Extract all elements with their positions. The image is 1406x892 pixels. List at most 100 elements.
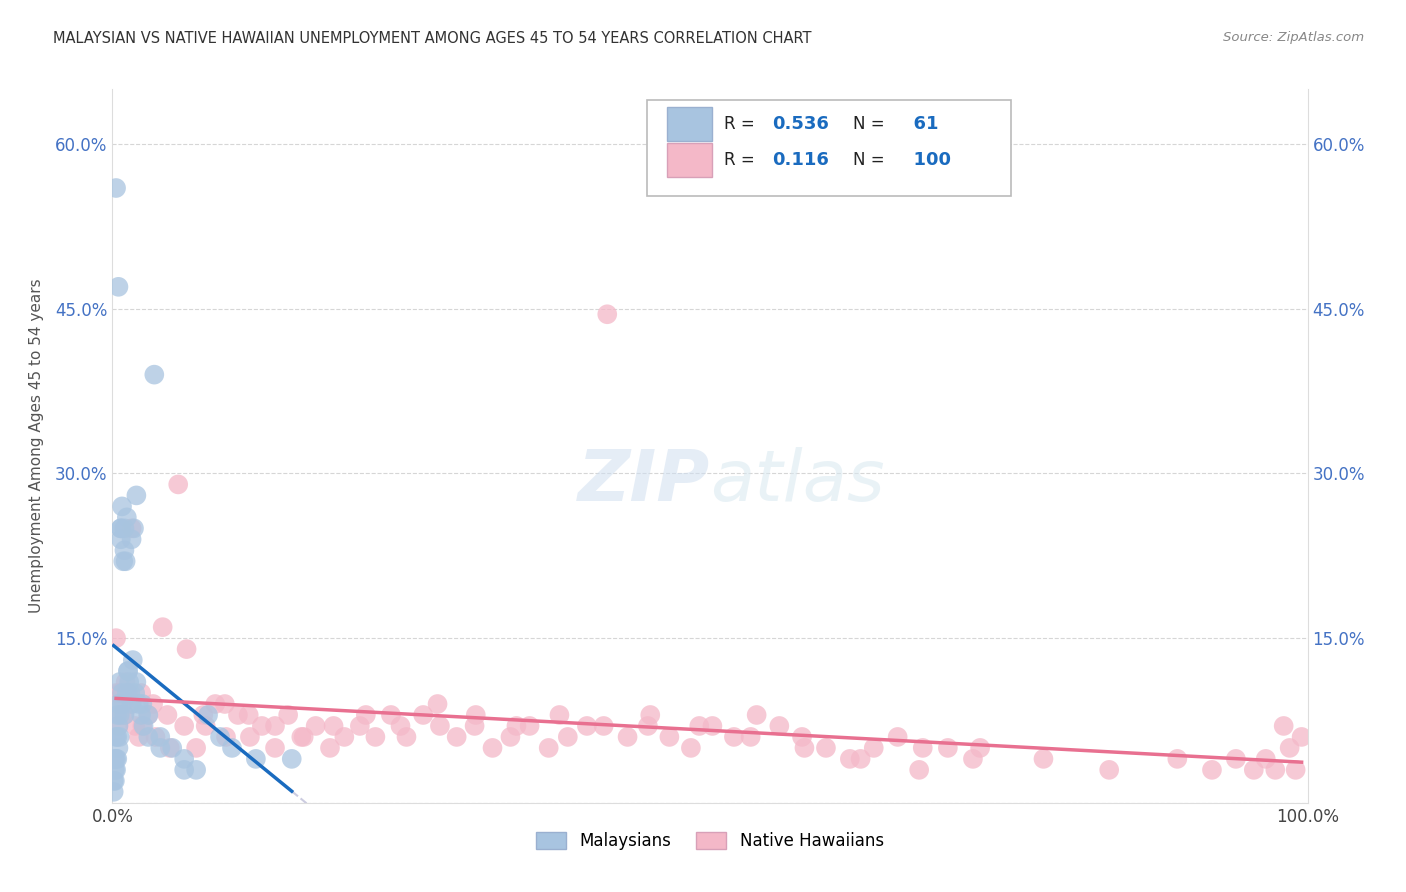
Point: [688, 719, 710, 733]
Point: [162, 740, 183, 755]
Point: [862, 740, 884, 755]
Point: [319, 740, 342, 755]
Point: [412, 708, 434, 723]
Point: [112, 697, 135, 711]
Point: [108, 675, 131, 690]
Point: [908, 763, 931, 777]
Point: [1264, 763, 1286, 777]
Point: [548, 708, 571, 723]
Point: [132, 719, 155, 733]
Point: [1201, 763, 1223, 777]
Text: R =: R =: [724, 151, 761, 169]
Point: [838, 752, 860, 766]
Point: [131, 719, 153, 733]
Text: R =: R =: [724, 115, 761, 133]
Point: [814, 740, 837, 755]
Point: [111, 697, 134, 711]
Point: [129, 686, 152, 700]
Point: [176, 642, 198, 657]
Point: [104, 763, 127, 777]
Point: [152, 620, 174, 634]
Point: [969, 740, 991, 755]
Point: [575, 719, 598, 733]
Point: [131, 697, 153, 711]
Point: [117, 664, 139, 678]
Point: [173, 763, 195, 777]
Point: [125, 675, 148, 690]
Point: [637, 719, 659, 733]
Point: [138, 708, 160, 723]
Point: [277, 708, 299, 723]
Point: [129, 708, 152, 723]
Point: [107, 719, 129, 733]
Point: [505, 719, 527, 733]
Point: [557, 730, 579, 744]
Point: [1032, 752, 1054, 766]
Point: [519, 719, 541, 733]
Point: [592, 719, 614, 733]
Point: [173, 752, 195, 766]
Text: N =: N =: [853, 151, 890, 169]
Point: [121, 697, 143, 711]
Point: [250, 719, 273, 733]
Point: [105, 181, 128, 195]
Point: [745, 708, 768, 723]
Point: [962, 752, 984, 766]
Point: [768, 719, 790, 733]
Point: [112, 554, 135, 568]
Point: [142, 697, 165, 711]
Point: [117, 664, 139, 678]
Point: [110, 708, 132, 723]
Point: [107, 280, 129, 294]
Point: [120, 686, 142, 700]
Point: [292, 730, 315, 744]
Point: [111, 686, 134, 700]
Point: [464, 719, 486, 733]
Point: [264, 719, 287, 733]
Text: 61: 61: [901, 115, 939, 133]
Point: [426, 697, 449, 711]
Point: [143, 368, 166, 382]
FancyBboxPatch shape: [647, 100, 1011, 196]
Point: [117, 686, 139, 700]
Point: [105, 763, 128, 777]
Point: [121, 533, 143, 547]
Point: [238, 708, 260, 723]
FancyBboxPatch shape: [666, 107, 713, 141]
Point: [108, 730, 131, 744]
Point: [111, 500, 134, 514]
Point: [114, 708, 135, 723]
Point: [290, 730, 312, 744]
Point: [723, 730, 745, 744]
Point: [193, 708, 215, 723]
Point: [186, 740, 208, 755]
Text: MALAYSIAN VS NATIVE HAWAIIAN UNEMPLOYMENT AMONG AGES 45 TO 54 YEARS CORRELATION : MALAYSIAN VS NATIVE HAWAIIAN UNEMPLOYMEN…: [53, 31, 811, 46]
Point: [114, 675, 136, 690]
Point: [105, 730, 128, 744]
Point: [239, 730, 262, 744]
Point: [114, 554, 136, 568]
Point: [849, 752, 872, 766]
Point: [936, 740, 959, 755]
Point: [194, 719, 217, 733]
Point: [1166, 752, 1188, 766]
Point: [121, 697, 143, 711]
Point: [107, 719, 129, 733]
Point: [138, 708, 160, 723]
Point: [616, 730, 638, 744]
Point: [596, 307, 619, 321]
Point: [354, 708, 377, 723]
Point: [204, 697, 226, 711]
Point: [446, 730, 468, 744]
Point: [740, 730, 762, 744]
Point: [886, 730, 908, 744]
Point: [114, 543, 135, 558]
Point: [1098, 763, 1121, 777]
Point: [333, 730, 356, 744]
FancyBboxPatch shape: [666, 143, 713, 177]
Point: [349, 719, 371, 733]
Point: [911, 740, 934, 755]
Point: [264, 740, 287, 755]
Point: [107, 740, 129, 755]
Point: [114, 521, 135, 535]
